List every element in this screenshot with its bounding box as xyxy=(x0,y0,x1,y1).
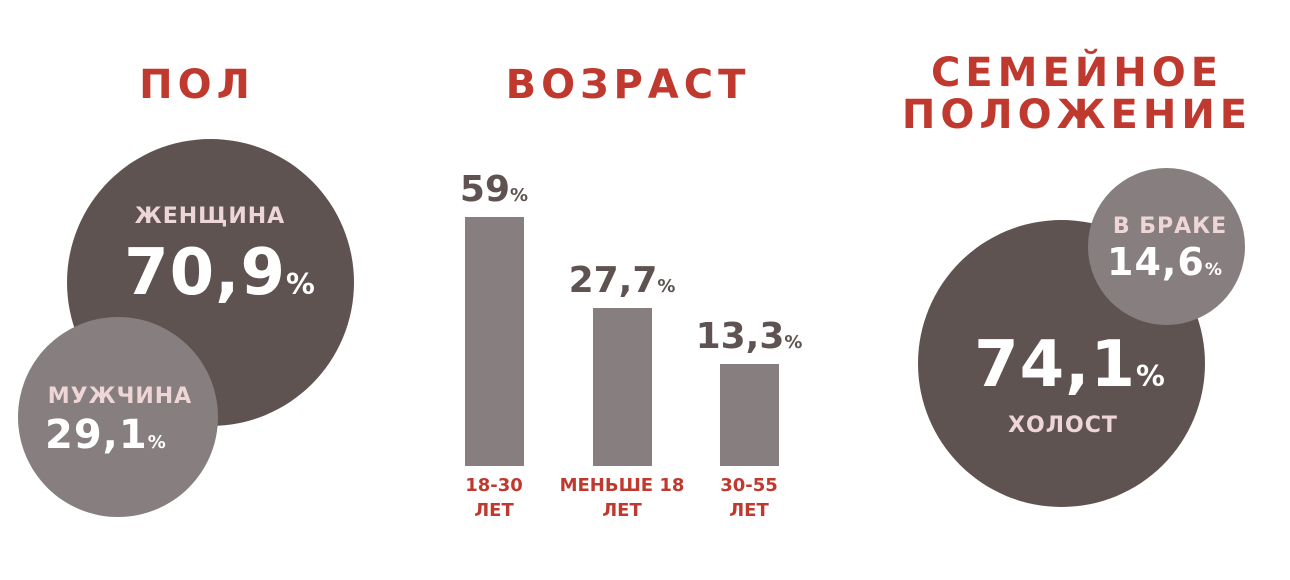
married-label: В БРАКЕ xyxy=(1112,214,1228,239)
gender-title: ПОЛ xyxy=(139,62,255,108)
male-circle xyxy=(18,317,218,517)
female-label: ЖЕНЩИНА xyxy=(134,204,286,229)
marital-title-line2: ПОЛОЖЕНИЕ xyxy=(901,92,1253,138)
single-label: ХОЛОСТ xyxy=(1008,413,1118,438)
married-circle xyxy=(1088,168,1245,325)
male-value: 29,1% xyxy=(45,412,167,458)
age-category-label: 30-55 ЛЕТ xyxy=(720,475,778,521)
female-value: 70,9% xyxy=(124,236,316,310)
age-title: ВОЗРАСТ xyxy=(505,62,751,108)
age-bar xyxy=(593,307,652,466)
age-bar xyxy=(465,217,524,466)
married-value: 14,6% xyxy=(1107,240,1223,284)
age-category-label: 18-30 ЛЕТ xyxy=(465,475,523,521)
age-bar-value-label: 27,7% xyxy=(568,259,676,301)
single-value: 74,1% xyxy=(974,328,1166,402)
marital-title-line1: СЕМЕЙНОЕ xyxy=(930,50,1224,96)
age-category-label: МЕНЬШЕ 18 ЛЕТ xyxy=(559,475,685,521)
male-label: МУЖЧИНА xyxy=(47,384,193,409)
age-bar-value-label: 13,3% xyxy=(695,316,803,358)
age-bar xyxy=(720,364,779,466)
age-bar-value-label: 59% xyxy=(459,169,529,210)
